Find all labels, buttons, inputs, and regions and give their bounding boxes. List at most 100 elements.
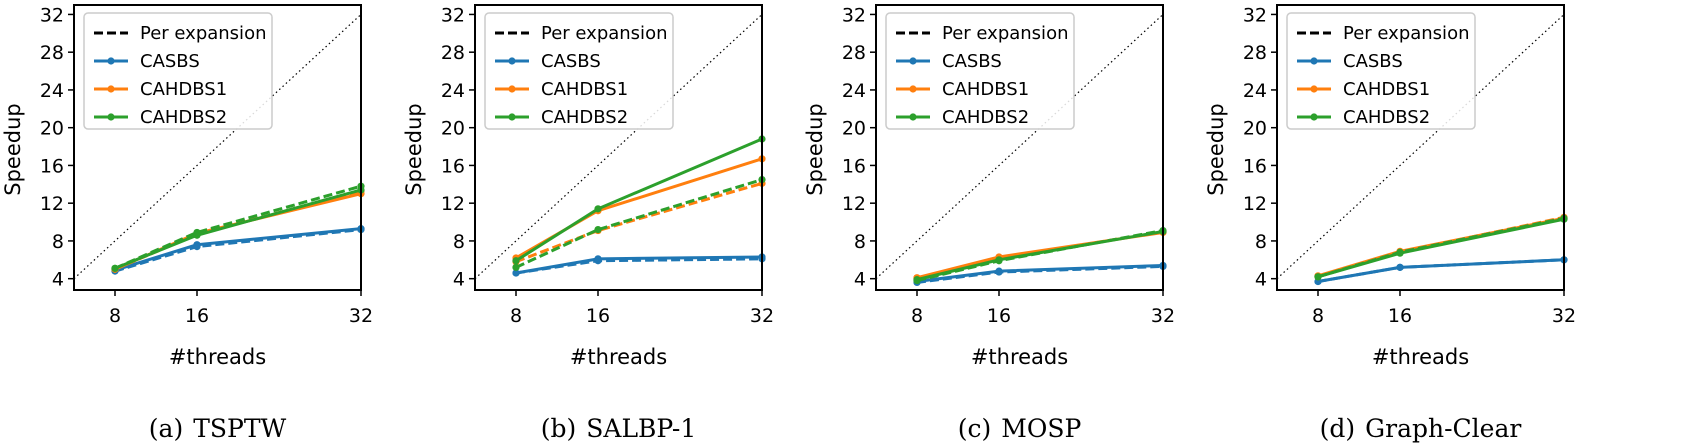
x-tick-label: 16	[987, 305, 1011, 327]
y-axis-label: Speedup	[803, 103, 827, 195]
caption-title: TSPTW	[193, 414, 286, 443]
ideal-speedup-line	[74, 13, 361, 280]
y-tick-label: 20	[1243, 118, 1267, 140]
ideal-speedup-line	[475, 13, 762, 280]
legend-label-cahdbs1: CAHDBS1	[140, 79, 227, 100]
panel-caption: (c) MOSP	[958, 414, 1082, 443]
legend-marker-cahdbs1	[508, 85, 516, 93]
x-tick-label: 32	[1552, 305, 1576, 327]
legend-marker-casbs	[1310, 57, 1318, 65]
series-line-casbs-dashed	[114, 228, 361, 273]
series-line-cahdbs2-dashed	[515, 178, 762, 269]
y-axis-label: Speedup	[1204, 103, 1228, 195]
data-point-cahdbs2-dashed-8	[1314, 273, 1322, 281]
legend-box	[83, 12, 273, 130]
y-tick-label: 24	[441, 80, 465, 102]
legend-label-cahdbs2: CAHDBS2	[140, 107, 227, 128]
data-point-cahdbs2-dashed-8	[512, 263, 520, 271]
series-line-cahdbs1-dashed	[515, 181, 762, 264]
x-tick-label: 8	[1312, 305, 1324, 327]
legend-marker-cahdbs2	[1310, 113, 1318, 121]
legend: Per expansion CASBS CAHDBS1 CAHDBS2	[83, 12, 273, 130]
x-tick-label: 8	[109, 305, 121, 327]
legend-label-per-expansion: Per expansion	[1343, 23, 1469, 44]
x-axis-label: #threads	[1372, 345, 1469, 369]
legend-label-per-expansion: Per expansion	[140, 23, 266, 44]
y-tick-label: 20	[40, 118, 64, 140]
y-tick-label: 12	[40, 193, 64, 215]
x-tick-label: 16	[1388, 305, 1412, 327]
y-tick-label: 4	[52, 269, 64, 291]
legend-box	[484, 12, 674, 130]
legend-box	[1286, 12, 1476, 130]
data-point-cahdbs2-solid-16	[594, 205, 602, 213]
y-axis-label: Speedup	[1, 103, 25, 195]
legend-marker-casbs	[508, 57, 516, 65]
x-tick-label: 8	[911, 305, 923, 327]
legend: Per expansion CASBS CAHDBS1 CAHDBS2	[484, 12, 674, 130]
x-tick-label: 16	[185, 305, 209, 327]
legend-label-cahdbs1: CAHDBS1	[942, 79, 1029, 100]
y-tick-label: 20	[842, 118, 866, 140]
y-tick-label: 12	[441, 193, 465, 215]
y-tick-label: 8	[1255, 231, 1267, 253]
caption-label: (c)	[958, 414, 992, 443]
caption-title: Graph-Clear	[1365, 414, 1521, 443]
chart-panel-3: 4 8 12 16 20 24 28 32 8 16 32 #threads Speedup (c) MOS…	[803, 4, 1175, 443]
plot-frame	[1276, 4, 1565, 291]
x-axis-label: #threads	[169, 345, 266, 369]
legend-label-cahdbs2: CAHDBS2	[942, 107, 1029, 128]
legend-marker-cahdbs1	[1310, 85, 1318, 93]
y-tick-label: 4	[1255, 269, 1267, 291]
series-line-cahdbs1-solid	[515, 157, 762, 260]
y-tick-label: 16	[441, 155, 465, 177]
caption-label: (a)	[149, 414, 183, 443]
y-tick-label: 4	[453, 269, 465, 291]
y-tick-label: 32	[1243, 4, 1267, 26]
legend: Per expansion CASBS CAHDBS1 CAHDBS2	[1286, 12, 1476, 130]
data-point-cahdbs2-dashed-8	[913, 276, 921, 285]
series-line-cahdbs2-dashed	[1317, 216, 1564, 279]
y-tick-label: 16	[1243, 155, 1267, 177]
y-tick-label: 4	[854, 269, 866, 291]
panel-caption: (a) TSPTW	[149, 414, 287, 443]
y-tick-label: 8	[453, 231, 465, 253]
caption-label: (b)	[541, 414, 577, 443]
y-tick-label: 12	[1243, 193, 1267, 215]
data-point-cahdbs2-dashed-16	[995, 257, 1003, 265]
y-tick-label: 12	[842, 193, 866, 215]
panel-caption: (d) Graph-Clear	[1320, 414, 1522, 443]
y-tick-label: 20	[441, 118, 465, 140]
legend-marker-casbs	[909, 57, 917, 65]
plot-frame	[875, 4, 1164, 291]
plot-frame	[474, 4, 763, 291]
y-tick-label: 16	[842, 155, 866, 177]
legend-label-casbs: CASBS	[541, 51, 601, 72]
x-axis-label: #threads	[570, 345, 667, 369]
y-tick-label: 28	[441, 42, 465, 64]
data-point-cahdbs2-solid-8	[512, 257, 520, 265]
x-tick-label: 32	[1151, 305, 1175, 327]
caption-label: (d)	[1320, 414, 1356, 443]
legend-marker-casbs	[107, 57, 115, 65]
series-line-cahdbs2-dashed	[916, 229, 1163, 283]
legend-label-casbs: CASBS	[942, 51, 1002, 72]
x-tick-label: 8	[510, 305, 522, 327]
plot-frame	[73, 4, 362, 291]
legend-label-cahdbs1: CAHDBS1	[541, 79, 628, 100]
y-tick-label: 16	[40, 155, 64, 177]
series-line-cahdbs2-dashed	[114, 184, 361, 270]
x-tick-label: 32	[750, 305, 774, 327]
chart-panel-1: 4 8 12 16 20 24 28 32 8 16 32 #threads Speedup (a) TSP…	[1, 4, 373, 443]
y-tick-label: 32	[441, 4, 465, 26]
y-tick-label: 8	[854, 231, 866, 253]
series-line-casbs-dashed	[1317, 258, 1564, 283]
y-tick-label: 32	[40, 4, 64, 26]
data-point-casbs-dashed-16	[995, 268, 1003, 276]
data-point-casbs-dashed-8	[512, 269, 520, 277]
chart-panel-2: 4 8 12 16 20 24 28 32 8 16 32 #threads Speedup (b) SAL…	[402, 4, 774, 443]
series-line-casbs-solid	[1317, 258, 1564, 283]
legend-box	[885, 12, 1075, 130]
legend-label-casbs: CASBS	[140, 51, 200, 72]
